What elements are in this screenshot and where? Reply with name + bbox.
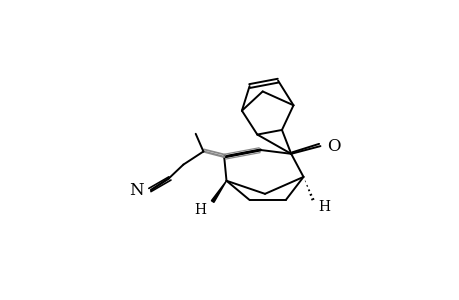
Text: H: H [318,200,330,214]
Text: O: O [327,138,340,154]
Text: N: N [129,182,144,199]
Text: H: H [194,203,206,217]
Polygon shape [211,181,226,203]
